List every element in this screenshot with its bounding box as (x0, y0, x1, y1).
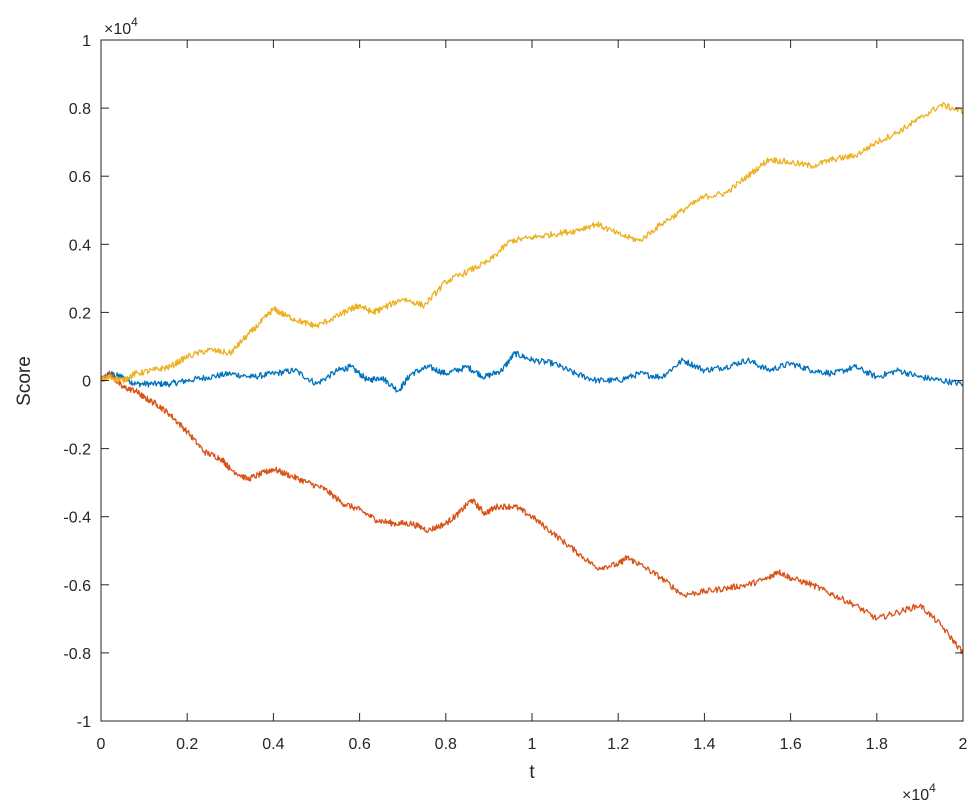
y-tick-label: -0.4 (63, 510, 91, 527)
series-layer (100, 101, 964, 655)
y-axis-label: Score (14, 356, 35, 406)
x-exponent-base: ×10 (902, 787, 929, 804)
x-tick-label: 1.2 (607, 736, 629, 753)
x-tick-label: 2 (959, 736, 968, 753)
plot-area (101, 40, 963, 721)
y-tick-label: -1 (77, 714, 91, 731)
x-tick-label: 0 (97, 736, 106, 753)
x-tick-label: 0.4 (262, 736, 284, 753)
y-tick-label: -0.6 (63, 578, 91, 595)
x-tick-label: 1.8 (866, 736, 888, 753)
y-axis-exponent: ×104 (104, 15, 138, 38)
y-tick-label: 0.4 (69, 237, 91, 254)
y-tick-label: 0.6 (69, 169, 91, 186)
x-tick-label: 0.6 (348, 736, 370, 753)
series-line-2 (100, 370, 964, 655)
tick-layer (100, 39, 964, 722)
x-tick-label: 1.4 (693, 736, 715, 753)
x-tick-label: 1 (528, 736, 537, 753)
x-tick-label: 1.6 (779, 736, 801, 753)
series-line-3 (100, 101, 964, 384)
x-tick-label: 0.8 (435, 736, 457, 753)
x-tick-label: 0.2 (176, 736, 198, 753)
y-tick-label: 1 (82, 33, 91, 50)
x-axis-label: t (529, 762, 535, 783)
x-axis-exponent: ×104 (902, 781, 936, 804)
y-tick-label: 0.8 (69, 101, 91, 118)
y-exponent-base: ×10 (104, 21, 131, 38)
y-tick-label: -0.8 (63, 646, 91, 663)
x-exponent-power: 4 (929, 781, 936, 795)
y-tick-label: 0.2 (69, 305, 91, 322)
y-exponent-power: 4 (131, 15, 138, 29)
y-tick-label: 0 (82, 374, 91, 391)
tick-label-layer: 0 0.2 0.4 0.6 0.8 1 1.2 1.4 1.6 1.8 2 -1 -0.8 -0.6 -0.… (63, 33, 967, 753)
series-line-1 (100, 350, 964, 393)
y-tick-label: -0.2 (63, 442, 91, 459)
